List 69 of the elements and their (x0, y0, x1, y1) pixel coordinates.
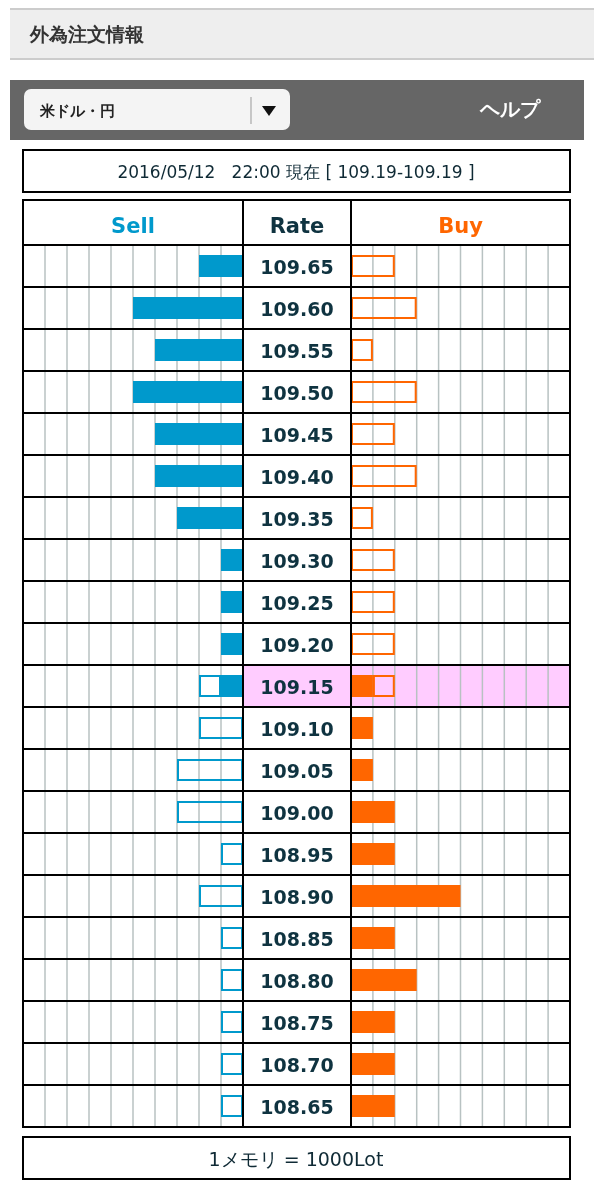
text: ヘルプ (479, 97, 541, 121)
bar (221, 633, 243, 655)
bar (221, 1053, 243, 1075)
text: 2016/05/12 22:00 現在 [ 109.19-109.19 ] (117, 162, 475, 182)
y-tick-label: 109.05 (260, 760, 334, 782)
bar (351, 381, 417, 403)
y-tick-label: 109.25 (260, 592, 334, 614)
bar (351, 801, 395, 823)
bar (351, 1095, 395, 1117)
bar (155, 423, 243, 445)
y-tick-label: 109.20 (260, 634, 334, 656)
bar (351, 255, 395, 277)
y-tick-label: 109.30 (260, 550, 334, 572)
y-tick-label: 108.90 (260, 886, 334, 908)
bar (351, 1053, 395, 1075)
bar (221, 969, 243, 991)
y-tick-label: 108.80 (260, 970, 334, 992)
bar (351, 885, 461, 907)
bar (221, 927, 243, 949)
bar (221, 1095, 243, 1117)
bar (221, 591, 243, 613)
y-tick-label: 108.95 (260, 844, 334, 866)
bar (351, 549, 395, 571)
bar (351, 717, 373, 739)
y-tick-label: 109.10 (260, 718, 334, 740)
y-tick-label: 109.15 (260, 676, 334, 698)
y-tick-label: 109.35 (260, 508, 334, 530)
bar (155, 339, 243, 361)
y-tick-label: 109.40 (260, 466, 334, 488)
bar (221, 549, 243, 571)
bar (351, 465, 417, 487)
y-tick-label: 109.00 (260, 802, 334, 824)
bar (133, 297, 243, 319)
bar (177, 801, 243, 823)
bar (351, 423, 395, 445)
text: 米ドル・円 (39, 102, 115, 120)
bar (351, 1011, 395, 1033)
y-tick-label: 108.70 (260, 1054, 334, 1076)
bar (177, 759, 243, 781)
y-tick-label: 108.85 (260, 928, 334, 950)
y-tick-label: 109.65 (260, 256, 334, 278)
bar (351, 297, 417, 319)
chart-title: Sell (111, 214, 155, 238)
bar (351, 843, 395, 865)
text: 外為注文情報 (29, 23, 145, 45)
bar (351, 339, 373, 361)
y-tick-label: 109.60 (260, 298, 334, 320)
bar (351, 927, 395, 949)
text: 1メモリ = 1000Lot (208, 1148, 384, 1170)
y-tick-label: 109.50 (260, 382, 334, 404)
bar (199, 717, 243, 739)
y-tick-label: 108.65 (260, 1096, 334, 1118)
bar (351, 591, 395, 613)
bar (155, 465, 243, 487)
y-axis-title: Rate (269, 214, 325, 238)
y-tick-label: 108.75 (260, 1012, 334, 1034)
bar (351, 969, 417, 991)
bar (221, 843, 243, 865)
bar (133, 381, 243, 403)
bar (351, 759, 373, 781)
bar (199, 885, 243, 907)
bar (351, 507, 373, 529)
bar (199, 255, 243, 277)
y-tick-label: 109.45 (260, 424, 334, 446)
chart-title: Buy (438, 214, 484, 238)
bar (177, 507, 243, 529)
bar (221, 1011, 243, 1033)
y-tick-label: 109.55 (260, 340, 334, 362)
bar (351, 633, 395, 655)
